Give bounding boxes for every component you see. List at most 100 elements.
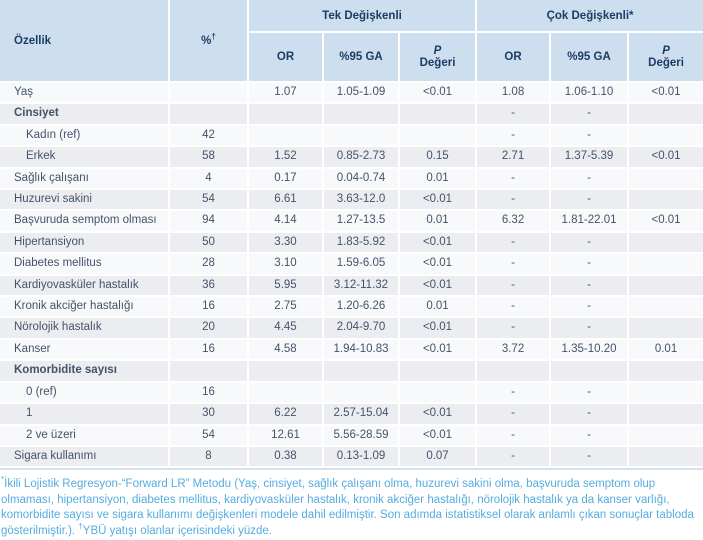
table-row: Kardiyovasküler hastalık 36 5.95 3.12-11.32… [0, 275, 703, 298]
value-cell: 1.27-13.5 [324, 211, 400, 233]
table-row: Yaş 1.07 1.05-1.09 <0.01 1.08 1.06-1.10 <0.01 [0, 83, 703, 105]
value-cell: - [477, 318, 552, 340]
value-cell: 3.10 [249, 254, 324, 276]
value-cell: 5.56-28.59 [324, 425, 400, 447]
column-header-ozellik: Özellik [0, 0, 170, 83]
value-cell: - [477, 425, 552, 447]
regression-table-container: Özellik %† Tek Değişkenli Çok Değişkenli… [0, 0, 703, 471]
value-cell: 2.04-9.70 [324, 318, 400, 340]
column-header-ci-univariate: %95 GA [324, 33, 400, 83]
value-cell: <0.01 [629, 211, 703, 233]
table-row: Diabetes mellitus 28 3.10 1.59-6.05 <0.01- - [0, 254, 703, 276]
value-cell: 16 [170, 339, 249, 362]
value-cell: - [551, 404, 630, 426]
value-cell [629, 104, 703, 126]
value-cell: 16 [170, 382, 249, 405]
value-cell: 1.59-6.05 [324, 254, 400, 276]
value-cell: 1.20-6.26 [324, 297, 400, 319]
value-cell: - [477, 104, 552, 126]
value-cell [629, 404, 703, 426]
table-row: 2 ve üzeri 54 12.61 5.56-28.59 <0.01- - [0, 425, 703, 447]
value-cell: - [551, 275, 630, 298]
footnote-asterisk-marker: * [1, 475, 5, 485]
value-cell: 3.63-12.0 [324, 190, 400, 212]
row-label: 2 ve üzeri [0, 425, 170, 447]
column-header-ci-multivariate: %95 GA [551, 33, 630, 83]
value-cell: - [477, 125, 552, 148]
column-header-or-univariate: OR [249, 33, 324, 83]
value-cell: 0.01 [400, 211, 478, 233]
value-cell [249, 382, 324, 405]
value-cell: 1.07 [249, 83, 324, 105]
table-row: Kadın (ref) 42 - - [0, 125, 703, 148]
value-cell: 12.61 [249, 425, 324, 447]
value-cell: 1.94-10.83 [324, 339, 400, 362]
table-row: Huzurevi sakini 54 6.61 3.63-12.0 <0.01- - [0, 190, 703, 212]
value-cell: 36 [170, 275, 249, 298]
table-row: Nörolojik hastalık 20 4.45 2.04-9.70 <0.01- - [0, 318, 703, 340]
column-header-p-multivariate: P Değeri [629, 33, 703, 83]
row-label: Başvuruda semptom olması [0, 211, 170, 233]
value-cell: <0.01 [400, 83, 478, 105]
value-cell [629, 318, 703, 340]
value-cell [629, 446, 703, 469]
value-cell: - [551, 318, 630, 340]
value-cell: 4.58 [249, 339, 324, 362]
value-cell: 1.35-10.20 [551, 339, 630, 362]
value-cell: - [551, 382, 630, 405]
regression-table: Özellik %† Tek Değişkenli Çok Değişkenli… [0, 0, 703, 469]
table-row: Komorbidite sayısı [0, 361, 703, 383]
footnote-text-method: İkili Lojistik Regresyon-“Forward LR” Me… [1, 478, 694, 537]
value-cell: 1.06-1.10 [551, 83, 630, 105]
row-label: Sigara kullanımı [0, 446, 170, 469]
value-cell: 1.83-5.92 [324, 232, 400, 255]
value-cell: 1.08 [477, 83, 552, 105]
value-cell: 2.71 [477, 147, 552, 169]
footnote-dagger-marker: † [78, 521, 83, 531]
value-cell: - [477, 254, 552, 276]
value-cell [629, 275, 703, 298]
table-row: 0 (ref) 16 - - [0, 382, 703, 405]
group-header-multivariate: Çok Değişkenli* [477, 0, 703, 33]
value-cell [249, 361, 324, 383]
value-cell [551, 361, 630, 383]
value-cell: 3.72 [477, 339, 552, 362]
table-row: Sağlık çalışanı 4 0.17 0.04-0.74 0.01- - [0, 168, 703, 191]
value-cell: - [477, 275, 552, 298]
value-cell: <0.01 [400, 318, 478, 340]
value-cell: 50 [170, 232, 249, 255]
row-label: Kronik akciğer hastalığı [0, 297, 170, 319]
value-cell: - [477, 190, 552, 212]
column-header-or-multivariate: OR [477, 33, 552, 83]
row-label: Yaş [0, 83, 170, 105]
value-cell [170, 104, 249, 126]
value-cell: 54 [170, 190, 249, 212]
value-cell: 2.75 [249, 297, 324, 319]
value-cell: 28 [170, 254, 249, 276]
value-cell: - [551, 104, 630, 126]
value-cell: <0.01 [629, 83, 703, 105]
row-label: Nörolojik hastalık [0, 318, 170, 340]
value-cell: 3.12-11.32 [324, 275, 400, 298]
value-cell [629, 254, 703, 276]
value-cell [400, 361, 478, 383]
value-cell [324, 125, 400, 148]
value-cell: 4.14 [249, 211, 324, 233]
value-cell: 30 [170, 404, 249, 426]
row-label: Sağlık çalışanı [0, 168, 170, 191]
footnote-text-percentage: YBÜ yatışı olanlar içerisindeki yüzde. [82, 524, 272, 537]
value-cell: - [551, 232, 630, 255]
value-cell [477, 361, 552, 383]
value-cell: 4.45 [249, 318, 324, 340]
row-label: Kanser [0, 339, 170, 362]
row-label: Kardiyovasküler hastalık [0, 275, 170, 298]
value-cell: 2.57-15.04 [324, 404, 400, 426]
value-cell [629, 190, 703, 212]
value-cell: 6.61 [249, 190, 324, 212]
value-cell: 16 [170, 297, 249, 319]
dagger-symbol: † [211, 31, 216, 41]
value-cell [400, 125, 478, 148]
column-header-p-univariate: P Değeri [400, 33, 478, 83]
value-cell: <0.01 [400, 232, 478, 255]
value-cell [629, 297, 703, 319]
